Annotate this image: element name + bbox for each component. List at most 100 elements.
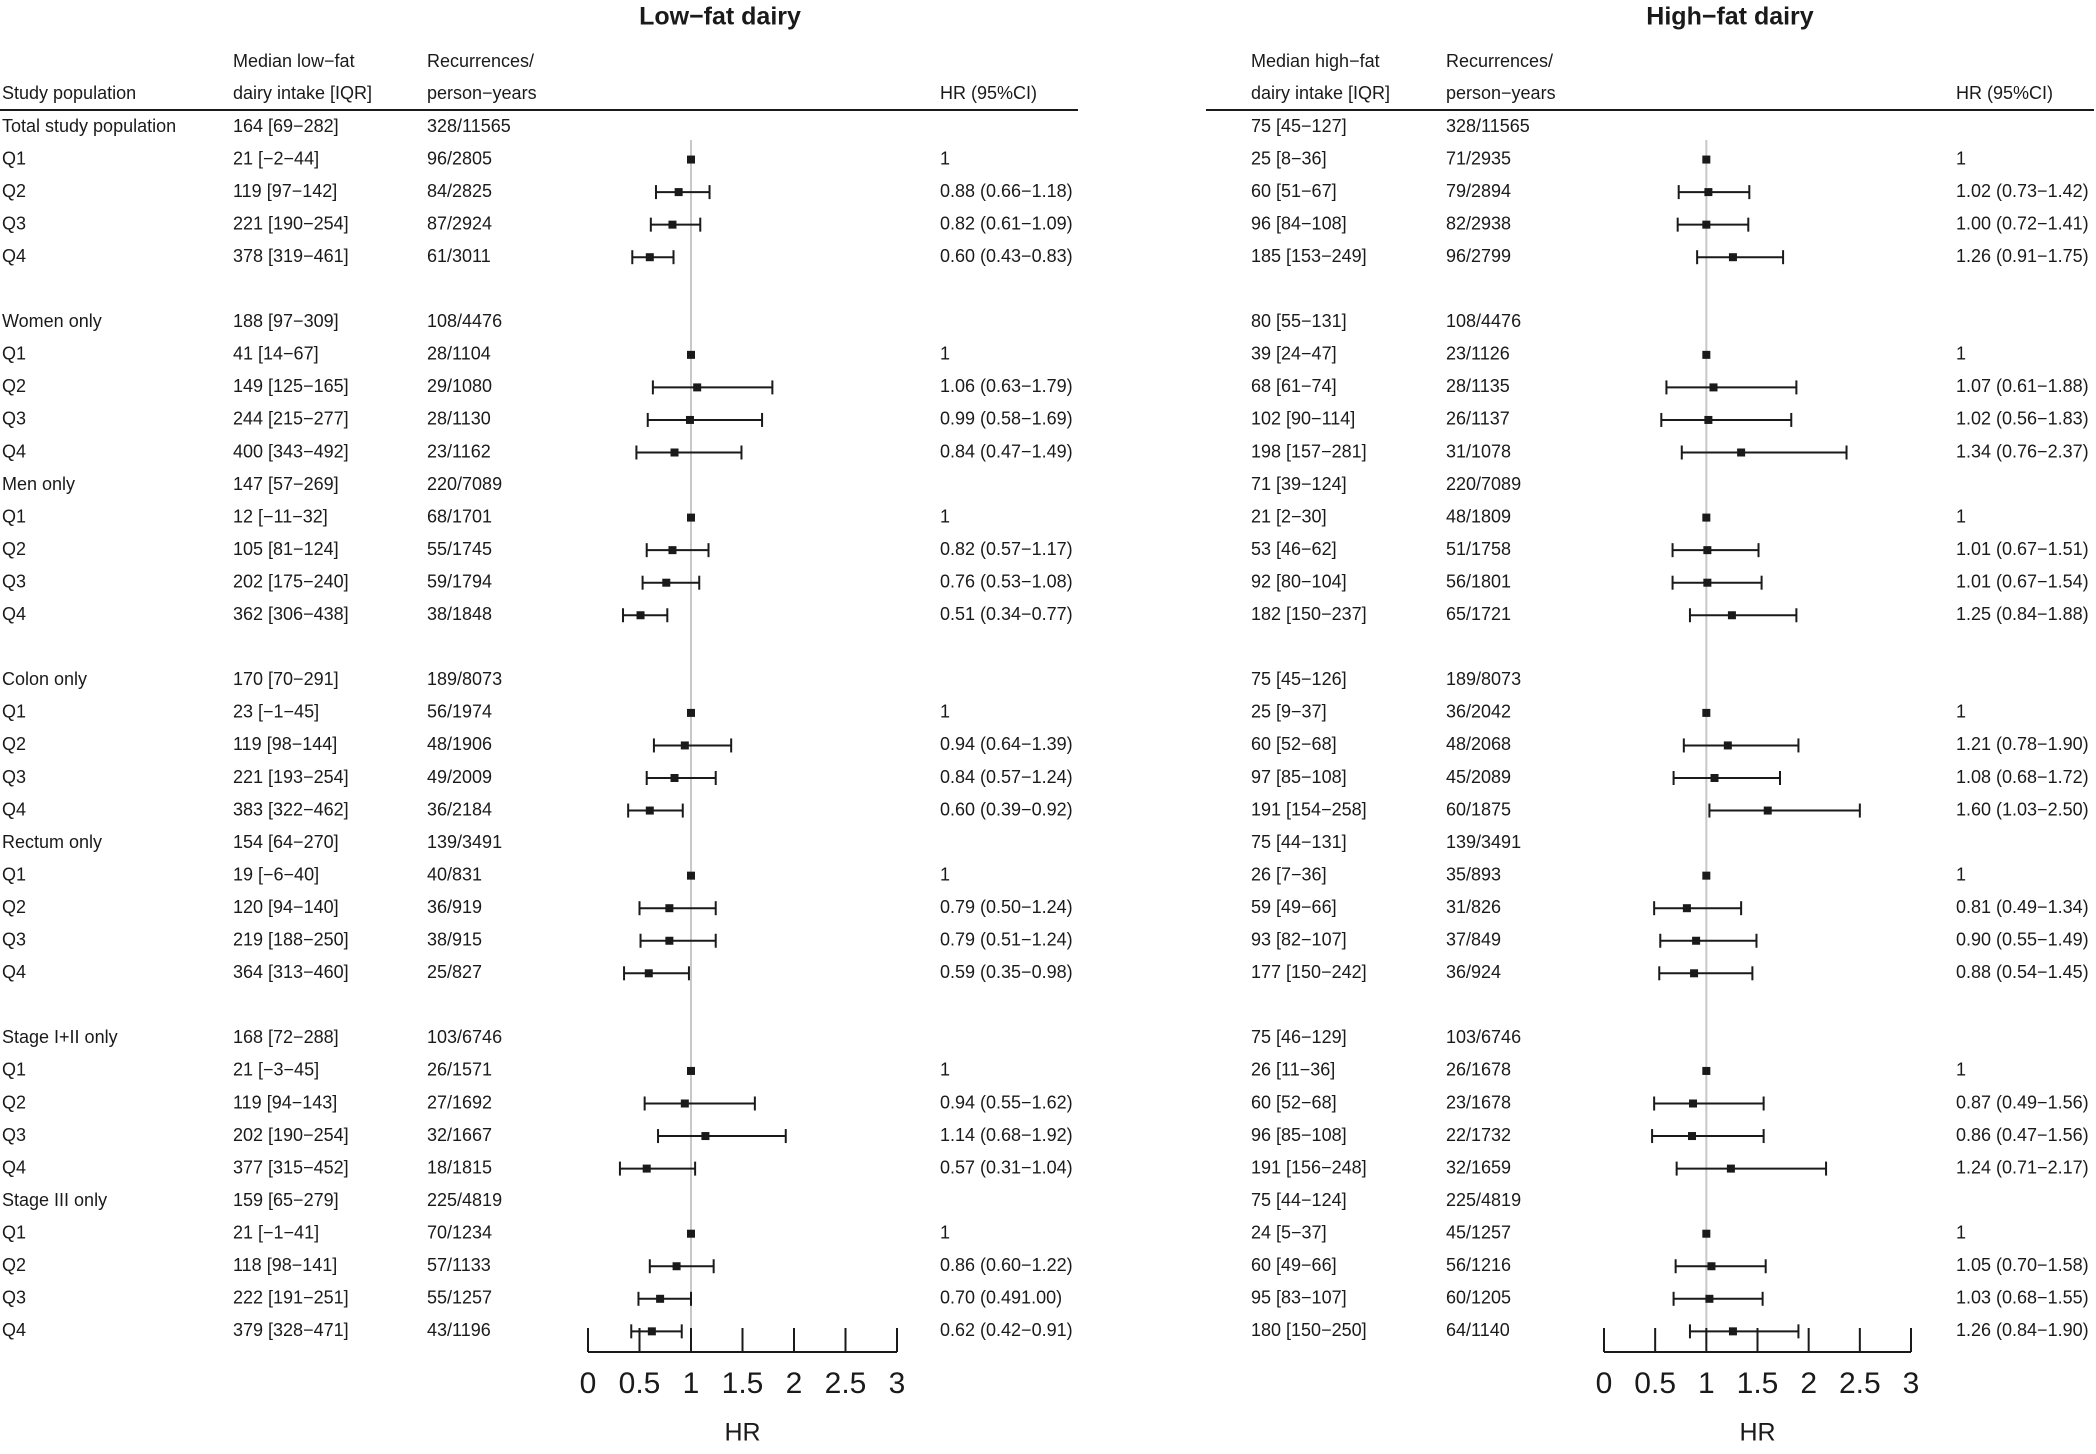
row-intake: 191 [156−248] <box>1251 1157 1367 1177</box>
group-intake: 75 [44−131] <box>1251 832 1347 852</box>
row-hr-text: 1.01 (0.67−1.54) <box>1956 571 2089 591</box>
row-hr-text: 0.82 (0.61−1.09) <box>940 213 1073 233</box>
row-intake: 25 [9−37] <box>1251 702 1327 722</box>
x-tick-label: 0.5 <box>619 1367 661 1400</box>
hr-point <box>665 904 674 913</box>
row-intake: 19 [−6−40] <box>233 864 319 884</box>
row-intake: 221 [190−254] <box>233 213 349 233</box>
hr-point <box>693 383 702 392</box>
hr-point <box>1689 1099 1698 1108</box>
row-label: Q2 <box>2 376 26 396</box>
row-hr-text: 0.88 (0.54−1.45) <box>1956 962 2089 982</box>
row-events: 45/2089 <box>1446 767 1511 787</box>
row-hr-text: 1.03 (0.68−1.55) <box>1956 1288 2089 1308</box>
row-label: Q1 <box>2 1222 26 1242</box>
row-hr-text: 0.94 (0.64−1.39) <box>940 734 1073 754</box>
row-intake: 198 [157−281] <box>1251 441 1367 461</box>
hr-point <box>1705 1294 1714 1303</box>
row-intake: 96 [84−108] <box>1251 213 1347 233</box>
row-hr-text: 0.81 (0.49−1.34) <box>1956 897 2089 917</box>
hr-point <box>1702 155 1711 164</box>
row-events: 64/1140 <box>1446 1320 1510 1340</box>
hr-point <box>1692 936 1701 945</box>
row-intake: 25 [8−36] <box>1251 148 1327 168</box>
row-intake: 60 [49−66] <box>1251 1255 1337 1275</box>
row-events: 37/849 <box>1446 930 1501 950</box>
hr-point <box>672 1262 681 1271</box>
row-hr-text: 1 <box>1956 702 1966 722</box>
row-hr-text: 0.84 (0.57−1.24) <box>940 767 1073 787</box>
row-label: Q2 <box>2 1092 26 1112</box>
row-events: 28/1130 <box>427 409 491 429</box>
row-hr-text: 0.79 (0.50−1.24) <box>940 897 1073 917</box>
hr-point <box>687 708 695 717</box>
group-intake: 71 [39−124] <box>1251 474 1347 494</box>
hr-point <box>680 741 689 750</box>
row-hr-text: 0.88 (0.66−1.18) <box>940 181 1073 201</box>
row-label: Q3 <box>2 409 26 429</box>
row-label: Q2 <box>2 897 26 917</box>
row-intake: 96 [85−108] <box>1251 1125 1347 1145</box>
group-events: 328/11565 <box>1446 116 1530 136</box>
row-events: 60/1875 <box>1446 799 1511 819</box>
group-events: 103/6746 <box>1446 1027 1521 1047</box>
x-tick-label: 2 <box>1800 1367 1817 1400</box>
row-events: 23/1126 <box>1446 344 1510 364</box>
row-events: 36/2184 <box>427 799 492 819</box>
row-hr-text: 1 <box>1956 1222 1966 1242</box>
x-tick-label: 2.5 <box>825 1367 867 1400</box>
row-hr-text: 0.76 (0.53−1.08) <box>940 571 1073 591</box>
hr-point <box>687 1066 695 1075</box>
row-events: 82/2938 <box>1446 213 1511 233</box>
row-hr-text: 0.60 (0.43−0.83) <box>940 246 1073 266</box>
row-intake: 177 [150−242] <box>1251 962 1367 982</box>
row-label: Q4 <box>2 799 26 819</box>
hr-point <box>1702 513 1711 522</box>
row-events: 56/1801 <box>1446 571 1511 591</box>
group-label: Women only <box>2 311 102 331</box>
hr-point <box>687 513 695 522</box>
row-label: Q2 <box>2 539 26 559</box>
group-intake: 170 [70−291] <box>233 669 339 689</box>
row-intake: 93 [82−107] <box>1251 930 1347 950</box>
row-events: 36/919 <box>427 897 482 917</box>
hr-point <box>1737 448 1746 457</box>
group-intake: 75 [45−126] <box>1251 669 1347 689</box>
row-label: Q4 <box>2 1320 26 1340</box>
group-label: Stage III only <box>2 1190 107 1210</box>
header-events-line1: Recurrences/ <box>427 51 534 71</box>
row-intake: 362 [306−438] <box>233 604 349 624</box>
header-intake-line1: Median high−fat <box>1251 51 1380 71</box>
low-fat-dairy-panel: Low−fat dairy Study population Median low−… <box>0 3 1078 1447</box>
hr-point <box>1703 578 1712 587</box>
hr-point <box>1726 1164 1735 1173</box>
row-hr-text: 1.02 (0.73−1.42) <box>1956 181 2089 201</box>
hr-point <box>644 969 653 978</box>
row-intake: 97 [85−108] <box>1251 767 1347 787</box>
hr-point <box>670 448 679 457</box>
group-events: 189/8073 <box>1446 669 1521 689</box>
group-intake: 80 [55−131] <box>1251 311 1347 331</box>
group-label: Men only <box>2 474 75 494</box>
row-hr-text: 1 <box>940 1060 950 1080</box>
row-intake: 12 [−11−32] <box>233 506 328 526</box>
row-hr-text: 1 <box>940 344 950 364</box>
hr-point <box>1727 611 1736 620</box>
row-intake: 23 [−1−45] <box>233 702 319 722</box>
row-hr-text: 1.60 (1.03−2.50) <box>1956 799 2089 819</box>
row-events: 28/1104 <box>427 344 491 364</box>
group-label: Rectum only <box>2 832 102 852</box>
hr-point <box>701 1132 710 1141</box>
header-hr: HR (95%CI) <box>1956 83 2053 103</box>
row-intake: 26 [7−36] <box>1251 864 1327 884</box>
row-events: 29/1080 <box>427 376 492 396</box>
row-events: 84/2825 <box>427 181 492 201</box>
row-intake: 53 [46−62] <box>1251 539 1337 559</box>
row-events: 60/1205 <box>1446 1288 1511 1308</box>
row-events: 28/1135 <box>1446 376 1510 396</box>
row-hr-text: 1 <box>940 1222 950 1242</box>
group-events: 139/3491 <box>1446 832 1521 852</box>
x-tick-label: 3 <box>889 1367 906 1400</box>
row-events: 56/1974 <box>427 702 492 722</box>
